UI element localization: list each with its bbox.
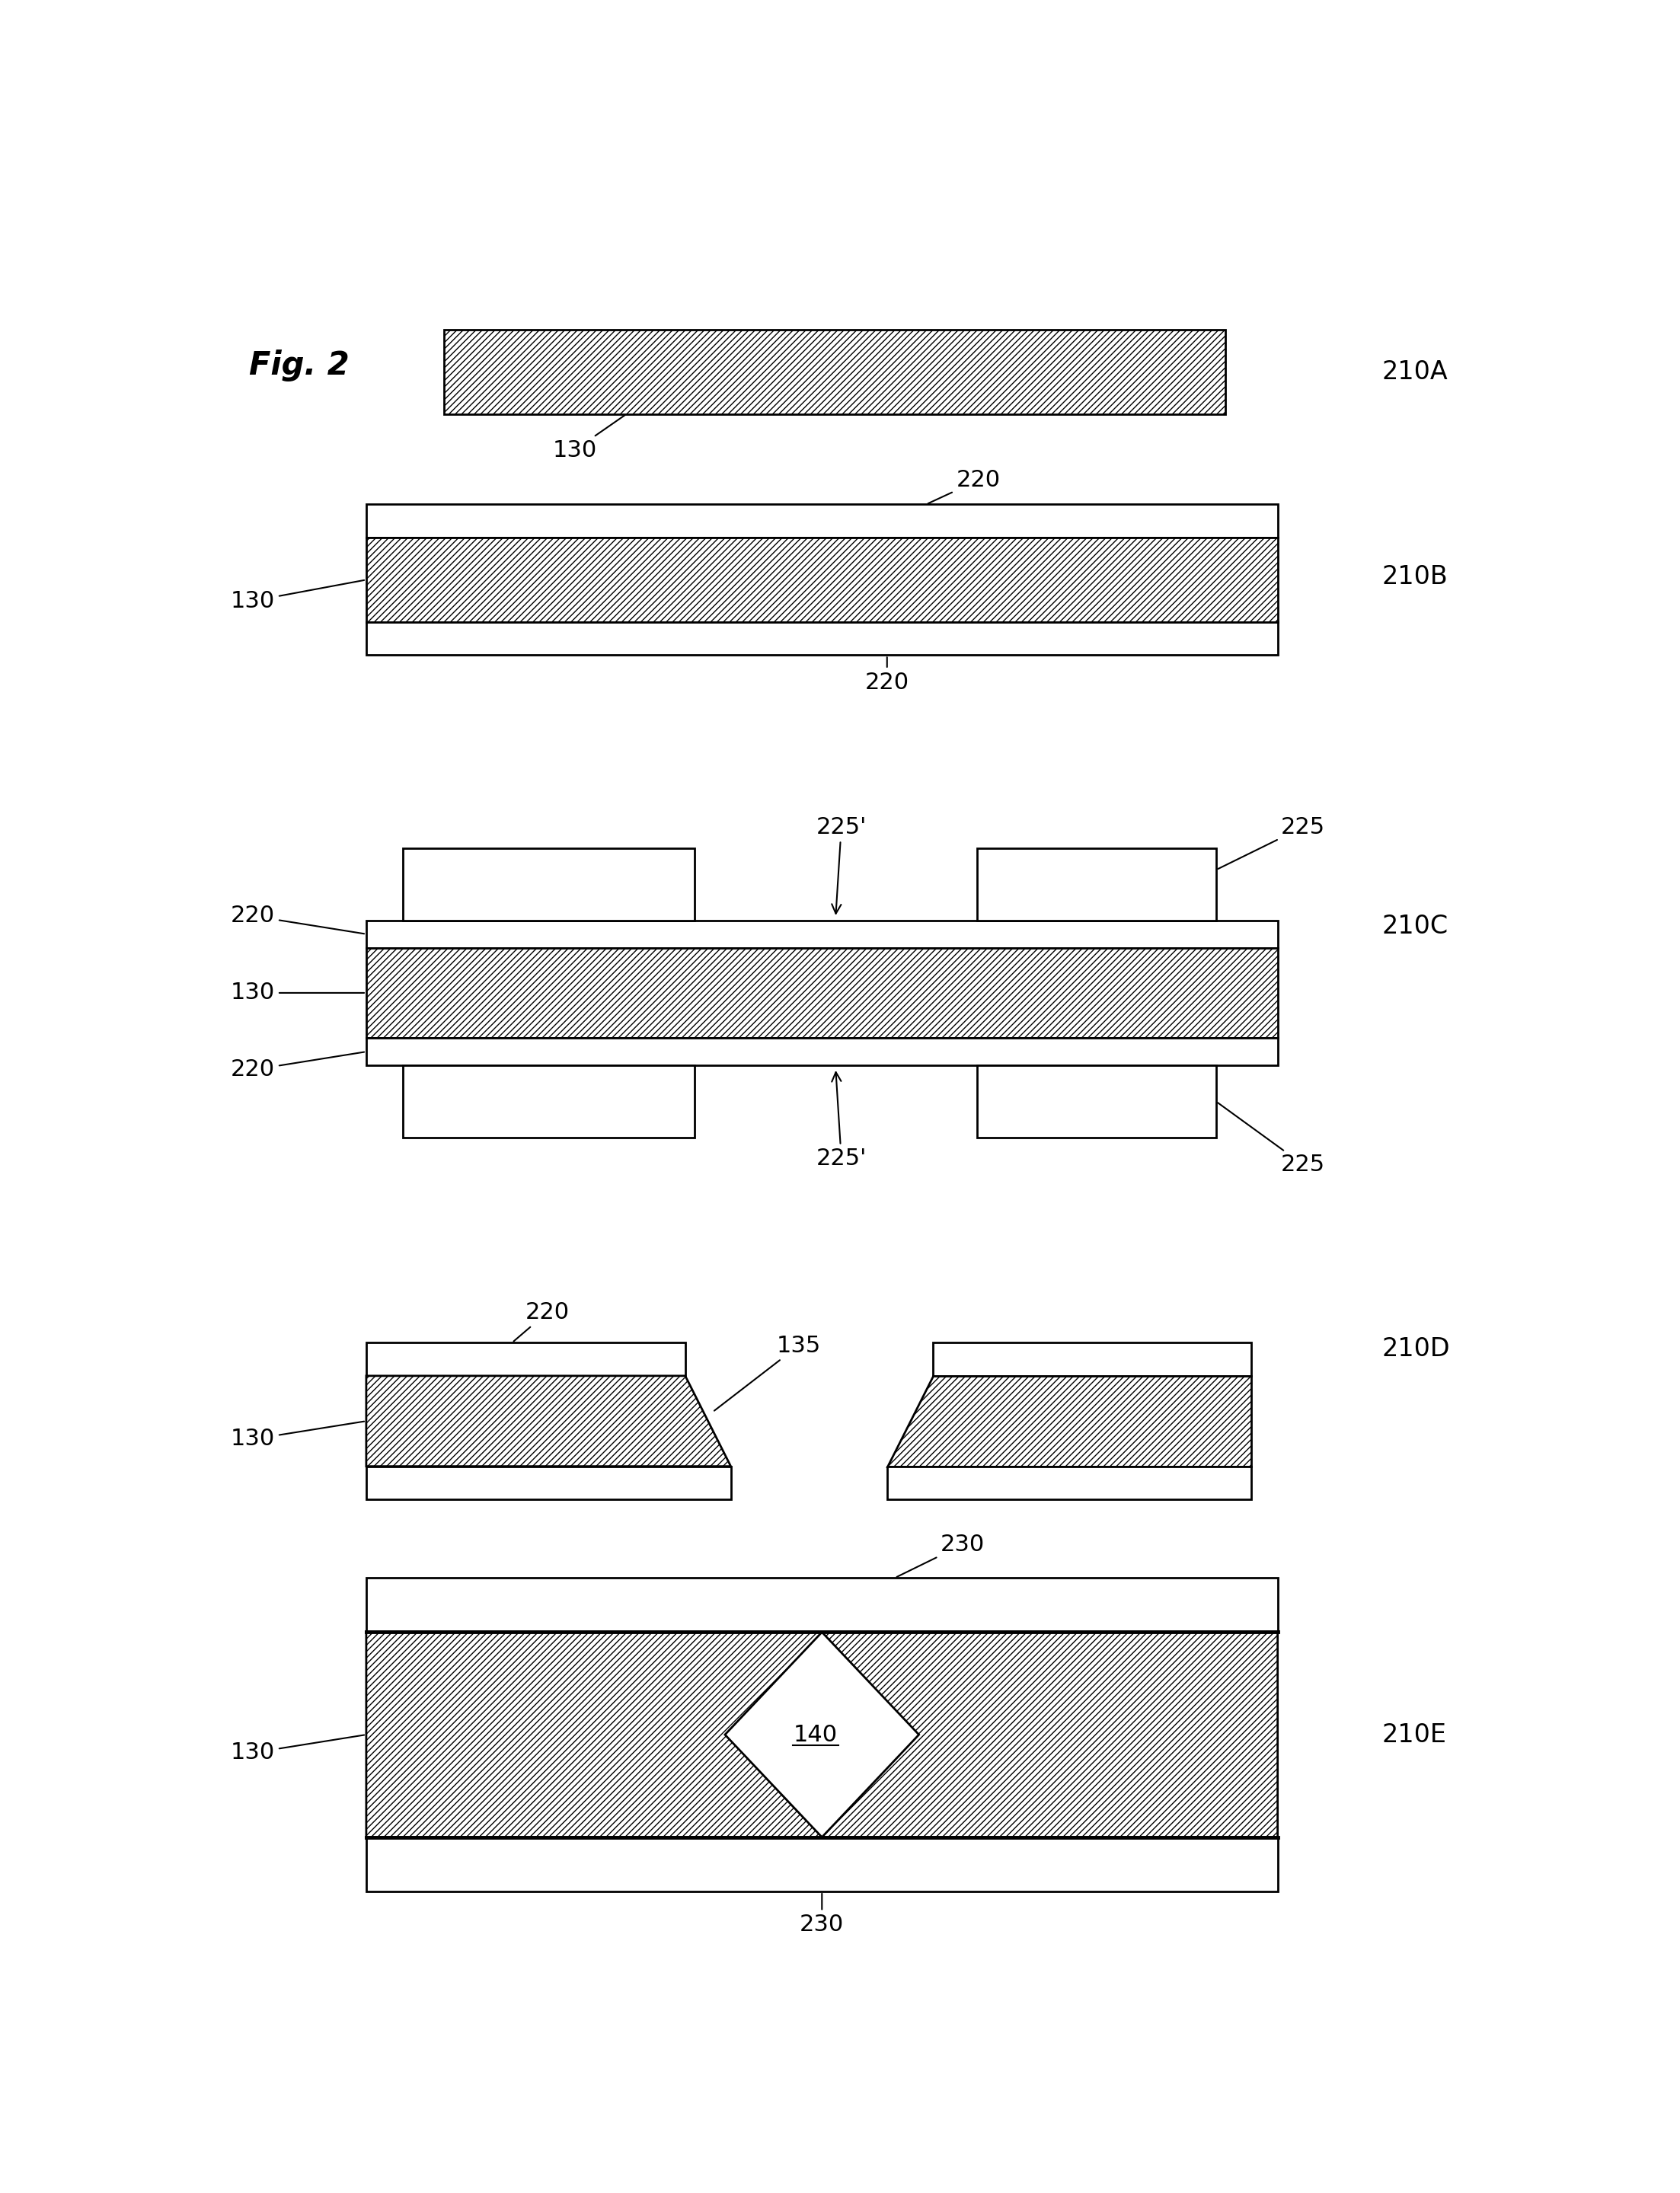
Text: 220: 220 [927, 469, 1000, 504]
Bar [366, 1838, 1277, 1890]
Bar [444, 329, 1226, 414]
Text: 220: 220 [230, 906, 365, 934]
Text: 225': 225' [816, 816, 867, 914]
Text: 220: 220 [514, 1300, 570, 1342]
Bar [366, 1342, 685, 1375]
Text: 210D: 210D [1383, 1336, 1450, 1362]
Bar [887, 1467, 1252, 1500]
Text: 230: 230 [800, 1893, 843, 1936]
Text: 140: 140 [793, 1724, 838, 1746]
Text: 230: 230 [897, 1533, 984, 1577]
Polygon shape [887, 1375, 1252, 1467]
Text: 130: 130 [230, 1421, 365, 1450]
Bar [403, 1066, 694, 1138]
Text: 130: 130 [230, 982, 365, 1004]
Text: 210B: 210B [1383, 564, 1448, 590]
Text: 210E: 210E [1383, 1722, 1446, 1748]
Text: 210A: 210A [1383, 360, 1448, 384]
Text: 225: 225 [1218, 816, 1326, 868]
Text: 220: 220 [230, 1053, 365, 1081]
Bar [976, 849, 1216, 921]
Bar [366, 504, 1277, 537]
Text: 225': 225' [816, 1072, 867, 1169]
Bar [366, 921, 1277, 947]
Polygon shape [822, 1632, 1278, 1838]
Bar [366, 623, 1277, 656]
Bar [403, 849, 694, 921]
Text: 135: 135 [714, 1336, 822, 1410]
Polygon shape [366, 1375, 731, 1467]
Bar [366, 1467, 731, 1500]
Text: 210C: 210C [1383, 914, 1448, 939]
Text: 130: 130 [230, 1735, 365, 1763]
Bar [366, 1579, 1277, 1632]
Bar [932, 1342, 1252, 1375]
Text: 130: 130 [230, 581, 365, 612]
Bar [366, 947, 1277, 1037]
Bar [976, 1066, 1216, 1138]
Text: Fig. 2: Fig. 2 [249, 349, 349, 382]
Text: 130: 130 [553, 414, 625, 461]
Bar [366, 537, 1277, 623]
Polygon shape [366, 1632, 822, 1838]
Bar [366, 1037, 1277, 1066]
Text: 225: 225 [1218, 1103, 1326, 1175]
Text: 220: 220 [865, 658, 909, 693]
